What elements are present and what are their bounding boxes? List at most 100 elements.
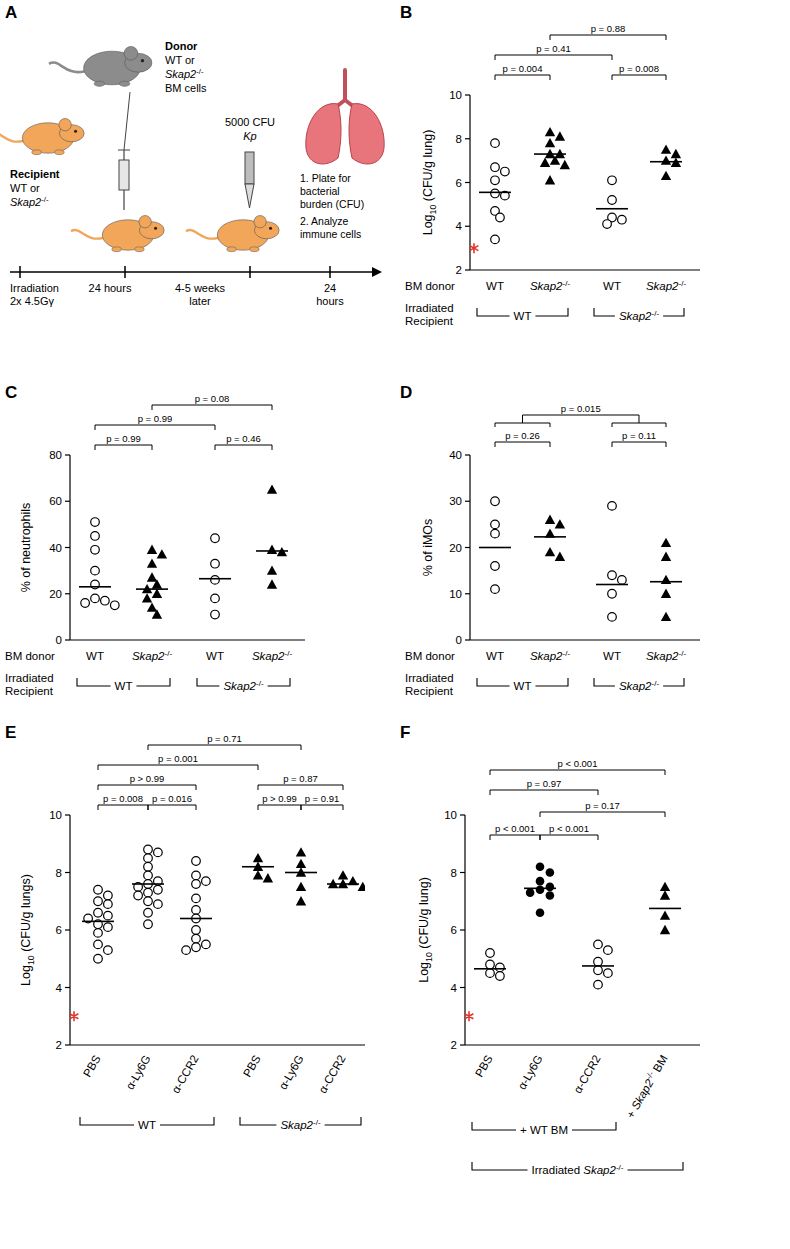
point: [104, 900, 113, 909]
point: [491, 176, 500, 185]
text-part: p < 0.001: [558, 758, 598, 769]
plot-area: [479, 497, 682, 621]
text-part: (CFU/g lungs): [19, 874, 33, 955]
text-part: α-CCR2: [571, 1053, 602, 1095]
text-part: p = 0.08: [195, 393, 230, 404]
y-tick: [65, 639, 70, 640]
detection-limit: [470, 243, 479, 253]
mouse-ear: [139, 216, 151, 228]
point: [267, 565, 277, 574]
panel-d: D010203040% of iMOsWTSkap2-/-WTSkap2-/-B…: [400, 383, 700, 697]
mouse: [49, 46, 152, 86]
center-line: [582, 965, 614, 967]
point: [555, 552, 565, 561]
point: [660, 890, 670, 899]
text-part: Skap2: [223, 680, 256, 692]
text-part: -/-: [313, 1118, 321, 1127]
point: [608, 571, 617, 580]
text-part: Log: [417, 962, 431, 983]
point: [555, 519, 565, 528]
mouse-foot: [135, 247, 145, 252]
y-tick-label: 10: [49, 809, 62, 821]
y-tick-label: 10: [444, 809, 457, 821]
y-tick-label: 6: [56, 924, 62, 936]
comparison-bracket: [258, 785, 343, 790]
comparison-bracket: [98, 785, 196, 790]
point: [496, 213, 505, 222]
mouse-foot: [55, 150, 65, 155]
y-tick: [460, 814, 465, 815]
x-tick-label: α-Ly6G: [516, 1053, 545, 1092]
point: [545, 547, 555, 556]
text-part: Skap2: [619, 680, 652, 692]
x-tick-label: α-Ly6G: [124, 1053, 153, 1092]
point: [253, 853, 263, 862]
text-part: Donor: [165, 40, 198, 52]
center-line: [474, 968, 506, 970]
text-part: + WT BM: [520, 1124, 568, 1136]
donor-text: Donor: [165, 40, 198, 52]
text-part: p = 0.001: [158, 753, 198, 764]
timeline-tick: [329, 266, 331, 278]
comparison-bracket: [95, 425, 215, 430]
comparison-bracket: [490, 835, 540, 840]
comparison-bracket: [148, 745, 301, 750]
point: [496, 972, 505, 981]
text-part: WT: [514, 680, 532, 692]
text-part: α-Ly6G: [277, 1053, 306, 1092]
center-line: [199, 578, 231, 580]
x-axis: [465, 1044, 700, 1045]
point: [296, 882, 306, 891]
point: [594, 966, 603, 975]
point: [267, 484, 277, 493]
comparison-bracket: [495, 55, 612, 60]
x-tick-label: WT: [86, 650, 104, 662]
syringe-parts: [118, 150, 130, 210]
timeline-tick: [19, 266, 21, 278]
panel-label: B: [400, 3, 412, 22]
mouse-ear: [59, 119, 71, 131]
text-part: -/-: [165, 649, 173, 658]
point: [594, 940, 603, 949]
point: [594, 980, 603, 989]
text-part: 10: [424, 952, 434, 962]
comparison-bracket: [258, 805, 301, 810]
point: [91, 546, 100, 555]
text-part: Irradiated: [405, 672, 454, 684]
text-part: p > 0.99: [130, 773, 165, 784]
mouse: [0, 119, 84, 155]
p-value: p = 0.015: [561, 403, 601, 414]
y-tick: [465, 226, 470, 227]
point: [192, 926, 201, 935]
text-part: 4: [451, 982, 458, 994]
comparison-bracket: [490, 770, 665, 775]
timeline-tick: [124, 266, 126, 278]
point: [608, 176, 617, 185]
point: [211, 576, 220, 585]
y-tick: [65, 454, 70, 455]
group-label: Irradiated Skap2-/-: [532, 1163, 624, 1176]
group-label: Skap2-/-: [223, 679, 264, 692]
point: [608, 613, 617, 622]
text-part: Skap2: [619, 310, 652, 322]
point: [152, 609, 162, 618]
p-value: p = 0.004: [503, 63, 543, 74]
p-value: p = 0.26: [505, 430, 540, 441]
y-tick-label: 6: [451, 924, 457, 936]
text-part: WT: [603, 650, 621, 662]
comparison-bracket: [98, 805, 148, 810]
mouse-foot: [112, 247, 122, 252]
center-line: [534, 536, 566, 538]
y-tick: [65, 872, 70, 873]
point: [491, 562, 500, 571]
panel-a: ADonorWT orSkap2-/-BM cellsRecipientWT o…: [0, 3, 384, 307]
text-part: A: [5, 3, 17, 22]
text-part: WT: [138, 1119, 156, 1131]
y-tick-label: 60: [49, 495, 62, 507]
point: [660, 882, 670, 891]
text-part: 10: [449, 89, 462, 101]
text-part: Skap2: [530, 650, 563, 662]
mouse-foot: [32, 150, 42, 155]
p-value: p = 0.08: [195, 393, 230, 404]
y-tick-label: 8: [56, 867, 62, 879]
